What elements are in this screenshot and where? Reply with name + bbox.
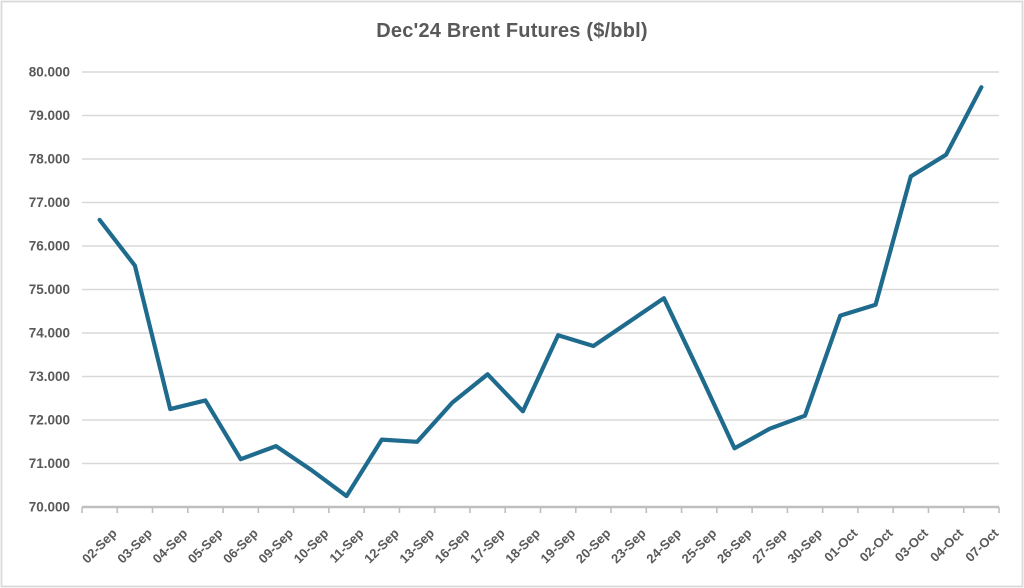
x-axis-label: 27-Sep (749, 525, 790, 566)
x-axis-label: 18-Sep (502, 525, 543, 566)
y-axis-label: 76.000 (29, 239, 70, 254)
x-axis-label: 02-Oct (856, 525, 896, 565)
x-axis-label: 19-Sep (537, 525, 578, 566)
x-axis-label: 02-Sep (79, 525, 120, 566)
y-axis-label: 74.000 (29, 326, 70, 341)
y-axis-label: 75.000 (29, 282, 70, 297)
x-axis-label: 05-Sep (185, 525, 226, 566)
x-axis-label: 30-Sep (784, 525, 825, 566)
x-axis-label: 04-Oct (927, 525, 967, 565)
series-line (97, 85, 984, 499)
y-axis-label: 70.000 (29, 500, 70, 515)
x-axis-label: 11-Sep (326, 525, 366, 565)
y-axis-label: 78.000 (29, 152, 70, 167)
x-axis-label: 25-Sep (679, 525, 720, 566)
y-axis-label: 79.000 (29, 108, 70, 123)
x-axis-label: 04-Sep (150, 525, 191, 566)
chart-title: Dec'24 Brent Futures ($/bbl) (376, 20, 648, 42)
y-axis-label: 73.000 (29, 369, 70, 384)
x-axis-label: 13-Sep (396, 525, 437, 566)
y-axis-label: 72.000 (29, 413, 70, 428)
x-axis-label: 16-Sep (432, 525, 473, 566)
x-axis-label: 09-Sep (255, 525, 296, 566)
y-axis-label: 71.000 (29, 456, 70, 471)
y-axis-label: 77.000 (29, 195, 70, 210)
x-axis-label: 23-Sep (608, 525, 649, 566)
x-axis-label: 20-Sep (573, 525, 614, 566)
x-axis-label: 12-Sep (361, 525, 402, 566)
x-axis-label: 07-Oct (962, 525, 1002, 565)
x-axis-label: 26-Sep (714, 525, 755, 566)
x-axis-label: 01-Oct (821, 525, 861, 565)
x-axis-label: 10-Sep (291, 525, 332, 566)
x-axis-label: 24-Sep (643, 525, 684, 566)
x-axis-label: 06-Sep (220, 525, 261, 566)
y-axis-label: 80.000 (29, 65, 70, 80)
x-axis-label: 03-Oct (892, 525, 932, 565)
x-axis-label: 03-Sep (114, 525, 155, 566)
x-axis-label: 17-Sep (467, 525, 508, 566)
